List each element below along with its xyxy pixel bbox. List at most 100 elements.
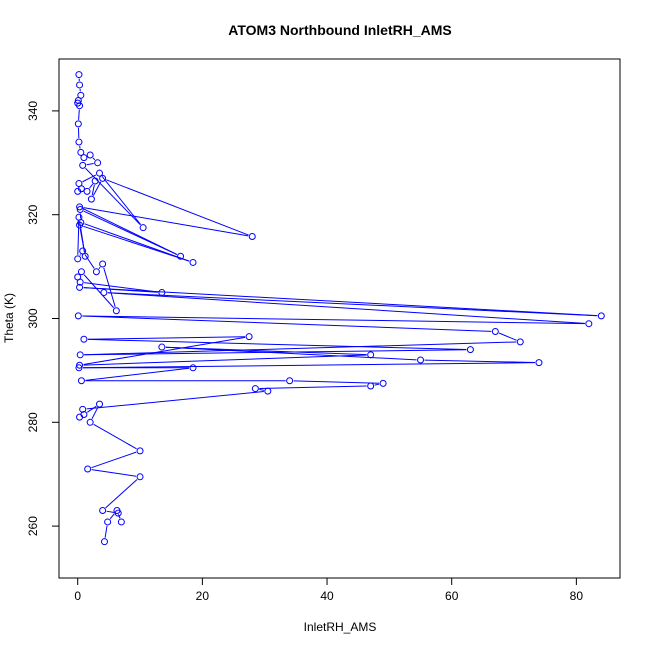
series-segment [165,346,417,361]
x-tick-label: 60 [445,589,459,603]
data-point [117,518,125,526]
data-point [74,120,82,128]
data-point [491,327,499,335]
x-tick-label: 40 [320,589,334,603]
series-segment [82,362,535,369]
data-point [75,364,83,372]
series-segment [79,254,81,256]
data-point [75,213,83,221]
data-point [74,97,82,105]
data-point [96,169,104,177]
data-point [77,377,85,385]
y-tick-label: 320 [26,204,40,224]
series-segment [105,479,138,509]
data-point [417,356,425,364]
data-point [76,221,84,229]
data-point [139,224,147,232]
series-segment [84,341,517,356]
data-point [367,382,375,390]
data-point [100,289,108,297]
y-tick-label: 260 [26,516,40,536]
data-point [96,400,104,408]
series-segment [87,338,467,351]
series-segment [107,292,598,317]
data-point [74,312,82,320]
data-point [264,387,272,395]
data-point [585,320,593,328]
series-segment [83,287,598,317]
series-segment [87,336,246,340]
data-point [79,405,87,413]
series-segment [101,175,142,225]
series-segment [86,391,264,410]
series-segment [86,405,97,413]
data-point [245,333,253,341]
series-segment [85,367,190,381]
data-point [94,159,102,167]
series-segment [84,254,95,269]
series-segment [84,223,190,262]
data-point [86,418,94,426]
series-segment [83,210,178,255]
data-point [367,351,375,359]
data-point [79,161,87,169]
data-point [80,335,88,343]
data-point [189,364,197,372]
series-segment [92,157,96,161]
data-point [80,411,88,419]
series-layer [74,71,605,546]
data-point [158,343,166,351]
data-point [76,206,84,214]
series-segment [91,184,95,196]
data-point [466,346,474,354]
data-point [76,81,84,89]
series-segment [79,221,86,253]
data-point [101,538,109,546]
series-segment [91,407,99,419]
data-point [87,195,95,203]
data-point [158,289,166,297]
data-point [76,278,84,286]
series-segment [86,162,94,166]
y-tick-label: 340 [26,101,40,121]
series-segment [106,179,249,236]
data-point [74,187,82,195]
series-segment [78,109,80,120]
data-point [77,148,85,156]
data-point [136,447,144,455]
series-segment [103,267,116,308]
series-segment [91,451,137,469]
data-point [104,518,112,526]
series-segment [106,510,115,513]
data-point [84,465,92,473]
data-point [80,154,88,162]
y-axis-label: Theta (K) [2,293,16,343]
series-segment [104,525,108,538]
data-point [86,151,94,159]
series-segment [498,332,517,341]
series-segment [83,274,115,309]
series-segment [293,380,380,384]
series-segment [259,385,367,389]
data-point [113,507,121,515]
series-segment [77,221,80,255]
data-point [77,268,85,276]
series-segment [374,383,380,386]
data-point [99,260,107,268]
x-axis: 0 20 40 60 80 [74,577,584,603]
series-segment [91,469,137,477]
series-segment [82,315,492,332]
y-tick-label: 300 [26,308,40,328]
x-axis-label: InletRH_AMS [304,620,377,634]
data-point [74,255,82,263]
data-point [76,351,84,359]
series-segment [82,174,97,183]
x-tick-label: 80 [570,589,584,603]
series-segment [109,513,115,520]
data-point [76,102,84,110]
series-segment [89,183,94,189]
series-segment [424,359,535,364]
series-segment [98,266,101,269]
data-point [76,203,84,211]
